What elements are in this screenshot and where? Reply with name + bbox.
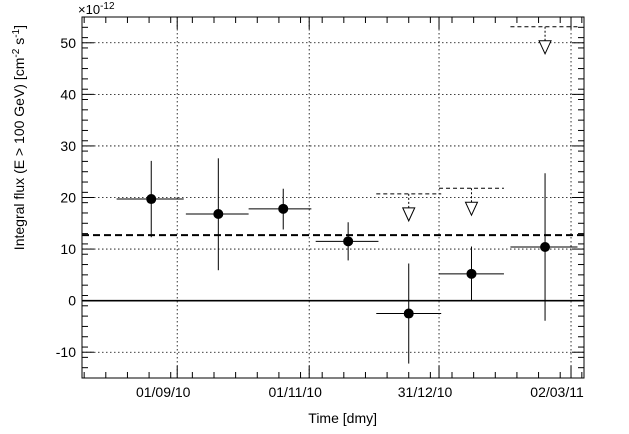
data-marker (146, 194, 157, 205)
x-tick-label: 02/03/11 (530, 384, 584, 400)
axis-ticks (82, 16, 584, 379)
x-tick-label: 01/11/10 (268, 384, 322, 400)
tick-labels: -10 0 10 20 30 40 50 01/09/10 01/11/10 31/12/10 02… (56, 35, 584, 400)
data-point (116, 160, 184, 238)
y-tick-label: 40 (60, 86, 76, 102)
upper-limit-arrow (538, 40, 552, 55)
y-axis-multiplier: ×10-12 (78, 1, 115, 17)
data-point (510, 173, 578, 321)
data-point (439, 246, 504, 302)
y-axis-title: Integral flux (E > 100 GeV) [cm-2 s-1] (11, 25, 27, 250)
data-marker (278, 203, 289, 214)
data-point (248, 188, 312, 230)
data-point (315, 222, 379, 261)
data-marker (213, 209, 224, 220)
plot-frame (81, 16, 585, 379)
data-marker (403, 308, 414, 319)
x-tick-label: 01/09/10 (136, 384, 191, 400)
y-tick-label: -10 (56, 344, 76, 360)
flux-measurements (116, 158, 578, 364)
upper-limits (376, 26, 578, 223)
x-tick-label: 31/12/10 (398, 384, 453, 400)
y-tick-label: 30 (60, 138, 76, 154)
y-tick-label: 0 (68, 293, 76, 309)
y-tick-label: 50 (60, 35, 76, 51)
y-tick-label: 10 (60, 241, 76, 257)
data-point (376, 263, 442, 364)
data-marker (343, 236, 354, 247)
x-axis-title: Time [dmy] (308, 410, 377, 426)
data-marker (540, 242, 551, 253)
reference-lines (82, 234, 584, 302)
upper-limit-arrow (464, 201, 479, 217)
upper-limit-arrow (401, 207, 416, 223)
data-point (185, 158, 249, 271)
y-tick-label: 20 (60, 190, 76, 206)
grid (82, 17, 584, 378)
data-marker (466, 268, 477, 279)
